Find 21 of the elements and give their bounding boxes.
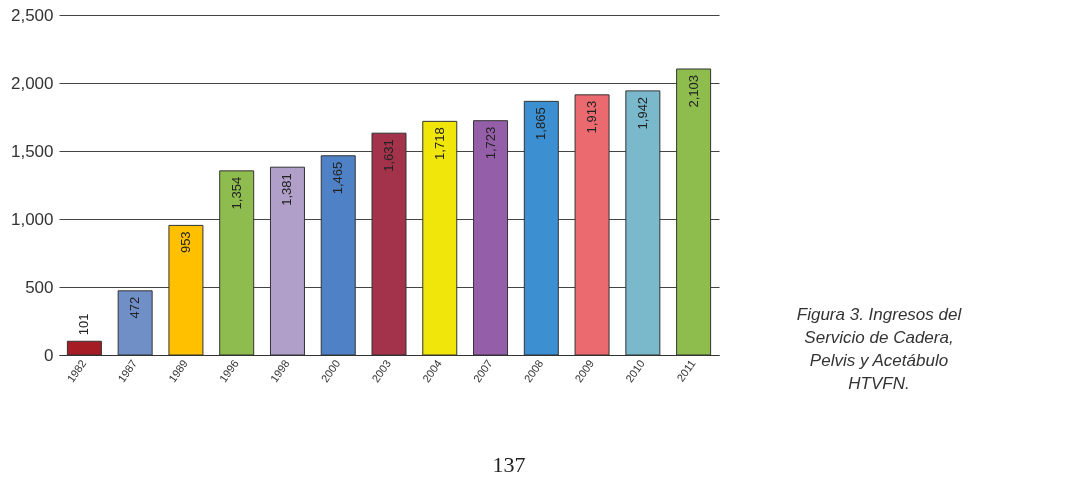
- text: Figura 3. Ingresos del Servicio de Cadera, Pelvis y Acetábulo HTVFN.: [796, 305, 963, 393]
- data-label: 1,865: [533, 107, 549, 140]
- y-tick-label: 1,000: [10, 209, 54, 229]
- data-label: 1,913: [584, 100, 600, 134]
- text: 137: [492, 452, 526, 477]
- data-label: 953: [177, 231, 193, 254]
- data-label: 472: [127, 296, 143, 319]
- y-tick-label: 1,500: [10, 141, 54, 161]
- y-tick-label: 2,000: [10, 73, 54, 93]
- data-label: 1,354: [228, 176, 244, 210]
- data-label: 101: [76, 313, 92, 336]
- y-tick-label: 0: [44, 345, 54, 365]
- data-label: 1,942: [634, 96, 650, 130]
- data-label: 1,465: [330, 161, 346, 195]
- y-tick-label: 2,500: [10, 5, 54, 25]
- data-label: 1,723: [482, 126, 498, 160]
- data-label: 2,103: [685, 74, 701, 108]
- data-label: 1,631: [381, 139, 396, 172]
- data-label: 1,718: [431, 127, 447, 160]
- y-tick-label: 500: [25, 277, 54, 297]
- data-label: 1,381: [279, 173, 295, 206]
